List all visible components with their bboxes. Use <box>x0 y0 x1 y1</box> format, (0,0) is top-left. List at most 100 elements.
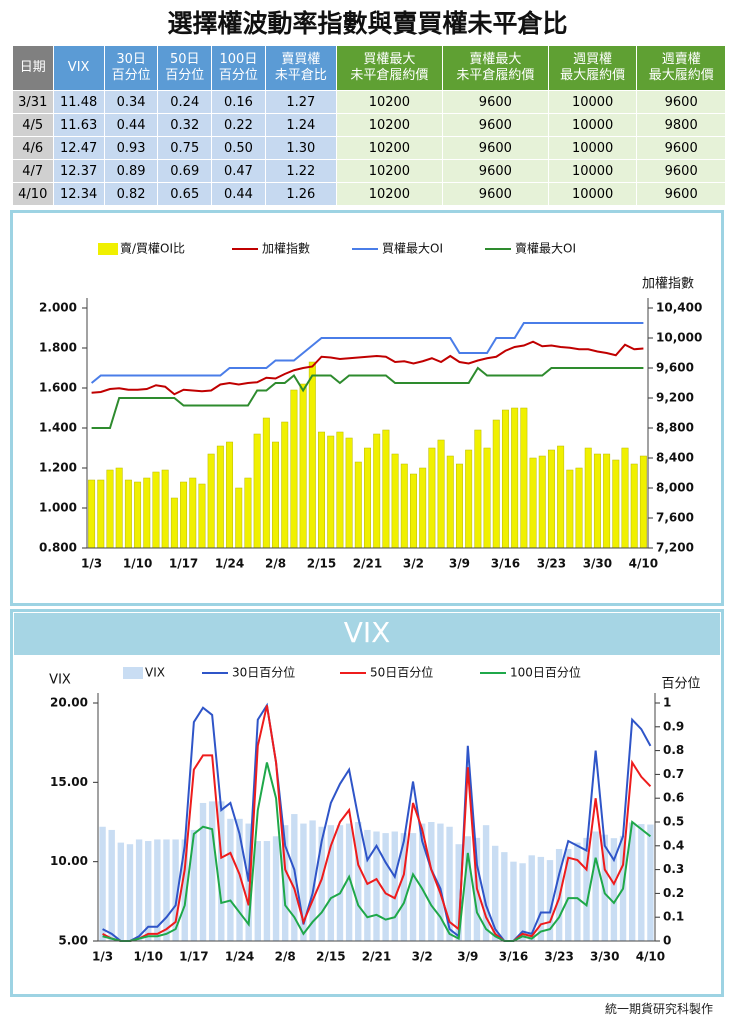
bar <box>437 439 445 549</box>
table-cell: 1.30 <box>264 136 337 160</box>
table-cell: 10000 <box>547 182 638 206</box>
bar <box>537 856 545 941</box>
y2-tick-label: 1 <box>663 696 671 710</box>
bar <box>382 833 389 941</box>
bar <box>281 825 289 941</box>
header-cell: 日期 <box>12 45 54 91</box>
bar <box>245 823 252 941</box>
table-row: 4/10 12.34 0.82 0.65 0.44 1.26 10200 9600 10000 9… <box>12 182 726 206</box>
bar <box>546 860 554 941</box>
table-cell: 4/6 <box>12 136 54 160</box>
bar <box>409 833 417 941</box>
y2-axis-title: 百分位 <box>661 677 700 692</box>
bar <box>446 455 454 549</box>
bar <box>584 447 592 549</box>
bar <box>428 822 435 941</box>
header-text: 賣權最大 <box>469 52 522 67</box>
bar <box>236 818 243 941</box>
bar <box>262 417 270 549</box>
bar <box>299 383 307 549</box>
header-text: VIX <box>67 60 90 75</box>
bar <box>400 463 408 549</box>
bar <box>135 839 143 941</box>
table-cell: 0.89 <box>103 159 159 183</box>
header-text: 週賣權 <box>661 52 701 67</box>
bar <box>290 389 298 549</box>
header-text: 日期 <box>19 60 46 75</box>
header-text: 50日 <box>169 52 200 67</box>
x-tick-label: 4/10 <box>636 950 665 964</box>
bar <box>143 477 151 549</box>
table-cell: 10200 <box>335 90 443 114</box>
line <box>91 366 644 429</box>
x-tick-label: 2/21 <box>362 950 391 964</box>
legend-swatch <box>123 667 143 679</box>
y2-tick-label: 0.8 <box>663 743 684 757</box>
bar <box>124 479 132 549</box>
x-tick-label: 2/15 <box>316 950 345 964</box>
chart-title: VIX <box>344 616 391 649</box>
table-cell: 9600 <box>636 159 726 183</box>
bar <box>364 829 371 941</box>
bar <box>253 433 261 549</box>
bar <box>300 823 307 941</box>
bar <box>610 838 618 941</box>
table-cell: 10000 <box>547 136 638 160</box>
y2-tick-label: 8,800 <box>656 421 694 435</box>
header-text: 百分位 <box>165 68 205 83</box>
bar <box>97 479 105 549</box>
table-cell: 0.32 <box>157 113 213 137</box>
x-tick-label: 3/2 <box>403 557 424 571</box>
y-tick-label: 1.600 <box>39 381 77 395</box>
bar <box>235 487 243 549</box>
y2-tick-label: 7,200 <box>656 541 694 555</box>
bar <box>418 823 426 941</box>
y-tick-label: 1.200 <box>39 461 77 475</box>
table-cell: 0.22 <box>211 113 266 137</box>
bar <box>519 863 526 941</box>
table-cell: 0.34 <box>103 90 159 114</box>
table-cell: 9800 <box>636 113 726 137</box>
bar <box>373 831 380 941</box>
bar <box>161 469 169 549</box>
table-cell: 4/5 <box>12 113 54 137</box>
y-tick-label: 1.400 <box>39 421 77 435</box>
bar <box>272 836 280 941</box>
bar <box>437 823 444 941</box>
header-cell: 賣權最大 未平倉履約價 <box>441 45 549 91</box>
header-text: 百分位 <box>111 68 151 83</box>
bar <box>520 407 528 549</box>
y2-tick-label: 10,000 <box>656 331 702 345</box>
bar <box>647 824 654 941</box>
bar <box>117 842 125 941</box>
bar <box>126 844 134 941</box>
header-text: 百分位 <box>218 68 258 83</box>
bar <box>355 822 362 941</box>
bar <box>207 453 215 549</box>
bar <box>190 829 198 941</box>
bar <box>391 831 398 941</box>
header-cell: 100日 百分位 <box>211 45 266 91</box>
line <box>102 702 652 942</box>
table-cell: 9600 <box>441 182 549 206</box>
table-cell: 12.34 <box>52 182 105 206</box>
bar <box>574 842 581 941</box>
bar <box>244 477 252 549</box>
bar <box>152 471 160 549</box>
bar <box>391 453 399 549</box>
x-tick-label: 2/8 <box>265 557 286 571</box>
bar <box>583 837 590 941</box>
bar <box>309 820 316 941</box>
y2-tick-label: 9,600 <box>656 361 694 375</box>
bar <box>318 826 325 941</box>
y-tick-label: 1.800 <box>39 341 77 355</box>
bar <box>154 839 161 941</box>
legend-label: 賣/買權OI比 <box>120 241 185 256</box>
bar <box>354 461 362 549</box>
bar <box>172 839 179 941</box>
x-tick-label: 2/8 <box>275 950 296 964</box>
line <box>91 340 644 396</box>
bar <box>145 841 152 941</box>
x-tick-label: 1/17 <box>179 950 208 964</box>
bar <box>382 429 390 549</box>
